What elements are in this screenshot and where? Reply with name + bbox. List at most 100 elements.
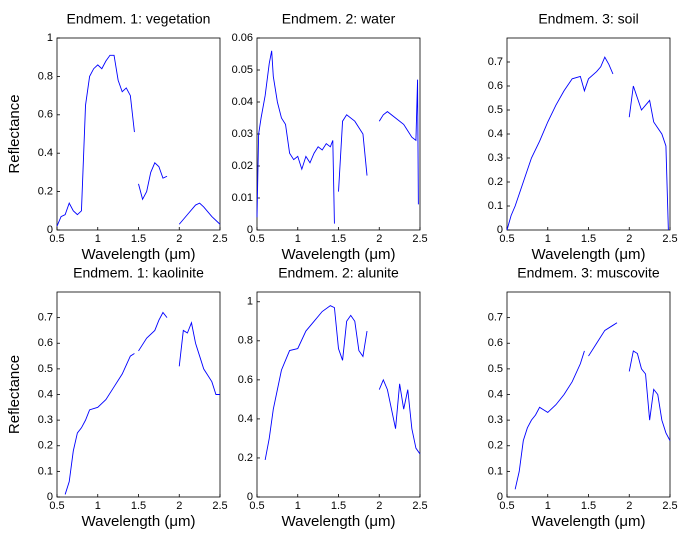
y-tick-label: 0 [497,491,503,503]
y-tick-label: 1 [247,296,253,308]
x-axis-label: Wavelength (μm) [532,513,646,530]
x-tick-label: 2 [626,233,632,245]
y-tick-label: 0.2 [488,440,503,452]
y-tick-label: 0.1 [488,200,503,212]
x-tick-label: 1 [545,233,551,245]
x-axis-label: Wavelength (μm) [82,246,196,263]
y-tick-label: 0.7 [488,56,503,68]
x-tick-label: 2.5 [212,233,227,245]
x-tick-label: 0.5 [49,233,64,245]
spectrum-line [506,56,669,231]
spectrum-line [264,305,421,460]
y-tick-label: 0.03 [232,128,253,140]
y-axis-label: Reflectance [6,94,23,173]
y-tick-label: 0.8 [238,335,253,347]
spectrum-line [64,311,220,495]
y-tick-label: 0.04 [232,96,253,108]
y-tick-label: 0.6 [238,374,253,386]
y-tick-label: 0.6 [488,337,503,349]
y-tick-label: 0.6 [488,80,503,92]
chart-title: Endmem. 3: soil [538,11,638,27]
x-tick-label: 2 [176,233,182,245]
y-tick-label: 0.2 [488,176,503,188]
y-tick-label: 0.2 [238,452,253,464]
x-tick-label: 1.5 [581,500,596,512]
axes-box [256,37,421,231]
axes-box [56,291,221,498]
y-tick-label: 0.01 [232,192,253,204]
x-tick-label: 2.5 [212,500,227,512]
y-tick-label: 0.4 [38,147,53,159]
x-tick-label: 0.5 [249,500,264,512]
x-tick-label: 2 [376,500,382,512]
axes-box [506,37,671,231]
y-tick-label: 0.3 [38,414,53,426]
y-tick-label: 0.3 [488,152,503,164]
x-tick-label: 2 [626,500,632,512]
x-axis-label: Wavelength (μm) [82,513,196,530]
y-tick-label: 0.5 [488,104,503,116]
x-tick-label: 1.5 [581,233,596,245]
y-tick-label: 0.06 [232,32,253,44]
y-tick-label: 0.4 [238,413,253,425]
y-tick-label: 0.6 [38,109,53,121]
y-tick-label: 0.3 [488,414,503,426]
y-tick-label: 0.05 [232,64,253,76]
y-tick-label: 0.4 [488,388,503,400]
x-tick-label: 2.5 [662,233,677,245]
x-axis-label: Wavelength (μm) [532,246,646,263]
spectrum-line [256,50,419,224]
x-tick-label: 0.5 [249,233,264,245]
x-tick-label: 2.5 [412,500,427,512]
y-tick-label: 0.6 [38,337,53,349]
y-tick-label: 0.5 [488,363,503,375]
spectrum-line [56,54,221,227]
chart-title: Endmem. 3: muscovite [517,265,660,281]
y-tick-label: 0.4 [488,128,503,140]
y-tick-label: 0.1 [38,465,53,477]
chart-title: Endmem. 2: alunite [278,265,399,281]
x-tick-label: 1.5 [131,233,146,245]
y-tick-label: 0.8 [38,70,53,82]
y-tick-label: 0 [247,224,253,236]
x-tick-label: 1.5 [331,500,346,512]
y-tick-label: 0 [47,491,53,503]
x-tick-label: 1 [95,500,101,512]
axes-box [506,291,671,498]
y-tick-label: 0 [497,224,503,236]
chart-title: Endmem. 1: vegetation [67,11,211,27]
y-axis-label: Reflectance [6,355,23,434]
x-tick-label: 2.5 [662,500,677,512]
y-tick-label: 0.4 [38,388,53,400]
y-tick-label: 1 [47,32,53,44]
y-tick-label: 0.2 [38,440,53,452]
y-tick-label: 0 [247,491,253,503]
x-tick-label: 1 [295,233,301,245]
chart-title: Endmem. 2: water [282,11,396,27]
y-tick-label: 0.7 [38,312,53,324]
x-tick-label: 2 [176,500,182,512]
axes-box [256,291,421,498]
x-tick-label: 0.5 [499,233,514,245]
x-tick-label: 0.5 [499,500,514,512]
x-tick-label: 1 [545,500,551,512]
x-tick-label: 1 [95,233,101,245]
x-tick-label: 0.5 [49,500,64,512]
x-axis-label: Wavelength (μm) [282,513,396,530]
x-tick-label: 1.5 [331,233,346,245]
y-tick-label: 0.2 [38,186,53,198]
chart-title: Endmem. 1: kaolinite [73,265,204,281]
y-tick-label: 0.1 [488,465,503,477]
y-tick-label: 0.7 [488,312,503,324]
x-tick-label: 1 [295,500,301,512]
y-tick-label: 0.5 [38,363,53,375]
x-tick-label: 1.5 [131,500,146,512]
spectrum-line [514,322,671,490]
x-tick-label: 2.5 [412,233,427,245]
y-tick-label: 0.02 [232,160,253,172]
x-axis-label: Wavelength (μm) [282,246,396,263]
y-tick-label: 0 [47,224,53,236]
x-tick-label: 2 [376,233,382,245]
